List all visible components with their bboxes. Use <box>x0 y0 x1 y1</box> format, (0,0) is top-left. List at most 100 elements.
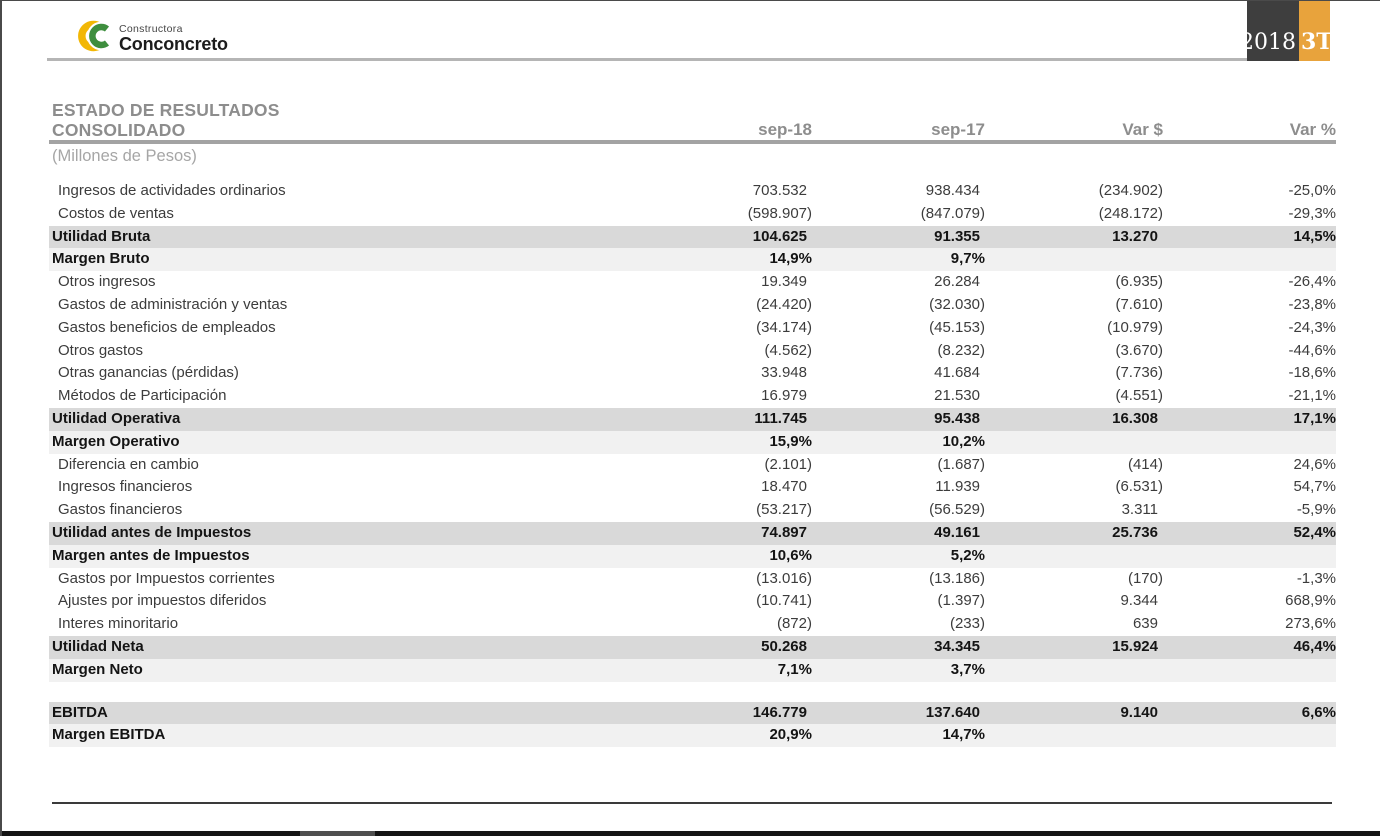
header-divider <box>47 58 1247 61</box>
row-label: Gastos por Impuestos corrientes <box>58 569 275 587</box>
row-value-var-percent: -44,6% <box>1288 341 1336 359</box>
row-value-sep-18: 111.745 <box>754 409 807 427</box>
row-label: Margen EBITDA <box>52 726 166 744</box>
table-row: Ingresos de actividades ordinarios 703.5… <box>49 180 1336 203</box>
row-value-sep-18: 50.268 <box>761 637 807 655</box>
table-row: Diferencia en cambio (2.101) (1.687) (41… <box>49 453 1336 477</box>
row-value-var-percent: 14,5% <box>1293 227 1336 245</box>
row-value-var-percent: 54,7% <box>1293 478 1336 496</box>
page-title: ESTADO DE RESULTADOS CONSOLIDADO <box>52 100 280 140</box>
year-badge: 2018 <box>1240 1 1299 61</box>
row-value-var-percent: 6,6% <box>1301 703 1336 721</box>
row-value-sep-17: (45.153) <box>929 318 985 336</box>
row-label: Otras ganancias (pérdidas) <box>58 364 239 382</box>
cc-monogram-icon <box>75 19 115 58</box>
row-label: Utilidad antes de Impuestos <box>52 523 252 541</box>
row-label: Margen antes de Impuestos <box>52 546 250 564</box>
table-row: Interes minoritario (872) (233) 639 273,… <box>49 613 1336 636</box>
table-row: Margen Operativo 15,9% 10,2% <box>49 430 1336 454</box>
row-value-sep-17: 11.939 <box>935 478 980 496</box>
row-value-sep-17: (56.529) <box>929 501 985 519</box>
row-value-sep-18: (872) <box>776 615 812 633</box>
table-row: Otros gastos (4.562) (8.232) (3.670) -44… <box>49 339 1336 363</box>
row-value-sep-17: 3,7% <box>950 660 985 678</box>
row-value-sep-18: 33.948 <box>761 364 807 382</box>
column-header-sep-18: sep-18 <box>758 120 812 139</box>
row-label: EBITDA <box>52 703 108 721</box>
table-row: Otras ganancias (pérdidas) 33.948 41.684… <box>49 362 1336 386</box>
table-row: Ingresos financieros 18.470 11.939 (6.53… <box>49 476 1336 500</box>
row-value-var-pesos: (6.935) <box>1115 273 1163 291</box>
column-header-var-percent: Var % <box>1289 120 1336 139</box>
row-value-var-pesos: (170) <box>1127 569 1163 587</box>
row-value-sep-18: 703.532 <box>752 182 807 199</box>
row-value-sep-18: (10.741) <box>756 592 812 610</box>
row-value-sep-17: 41.684 <box>934 364 980 382</box>
row-value-var-percent: -1,3% <box>1296 569 1336 587</box>
row-value-var-percent: -29,3% <box>1288 204 1336 222</box>
row-value-var-pesos: 16.308 <box>1112 409 1158 427</box>
row-value-var-percent: -26,4% <box>1288 273 1336 291</box>
row-value-var-percent: -24,3% <box>1288 318 1336 336</box>
row-value-sep-18: 14,9% <box>769 250 812 268</box>
row-label: Gastos de administración y ventas <box>58 295 288 313</box>
row-label: Gastos financieros <box>58 501 183 519</box>
logo-brand-text: Conconcreto <box>119 34 228 54</box>
table-row: Margen antes de Impuestos 10,6% 5,2% <box>49 544 1336 568</box>
row-label: Margen Bruto <box>52 250 150 268</box>
row-value-var-percent: 17,1% <box>1293 409 1336 427</box>
column-header-sep-17: sep-17 <box>931 120 985 139</box>
row-value-var-percent: 46,4% <box>1293 637 1336 655</box>
row-value-sep-17: 137.640 <box>925 703 980 721</box>
table-row: Margen EBITDA 20,9% 14,7% <box>49 724 1336 748</box>
row-value-sep-18: (13.016) <box>756 569 812 587</box>
row-value-var-pesos: 3.311 <box>1121 501 1158 519</box>
row-label: Diferencia en cambio <box>58 455 199 473</box>
row-value-sep-17: 5,2% <box>950 546 985 564</box>
row-label: Otros ingresos <box>58 273 156 291</box>
row-value-sep-17: (8.232) <box>937 341 985 359</box>
row-label: Utilidad Neta <box>52 637 144 655</box>
income-statement-table: Ingresos de actividades ordinarios 703.5… <box>49 180 1336 748</box>
page-title-line2: CONSOLIDADO <box>52 119 186 140</box>
row-value-sep-18: 104.625 <box>752 227 807 245</box>
table-row: Ajustes por impuestos diferidos (10.741)… <box>49 590 1336 614</box>
table-row: Utilidad Neta 50.268 34.345 15.924 46,4% <box>49 635 1336 659</box>
row-value-var-percent: 24,6% <box>1293 455 1336 473</box>
row-label: Utilidad Operativa <box>52 409 181 427</box>
row-value-var-percent: 273,6% <box>1285 615 1336 633</box>
table-row <box>49 681 1336 702</box>
row-value-var-pesos: 639 <box>1132 615 1158 633</box>
row-value-sep-18: 15,9% <box>769 432 812 450</box>
row-label: Otros gastos <box>58 341 144 359</box>
table-row: Otros ingresos 19.349 26.284 (6.935) -26… <box>49 271 1336 294</box>
row-value-sep-18: (24.420) <box>756 295 812 313</box>
row-value-var-percent: 668,9% <box>1285 592 1336 610</box>
row-label: Ingresos financieros <box>58 478 193 496</box>
row-value-sep-18: 7,1% <box>777 660 812 678</box>
row-value-sep-17: (1.687) <box>937 455 985 473</box>
row-value-sep-18: 74.897 <box>761 523 807 541</box>
table-row: Utilidad antes de Impuestos 74.897 49.16… <box>49 521 1336 545</box>
footer-rule <box>52 802 1332 804</box>
table-row: Gastos financieros (53.217) (56.529) 3.3… <box>49 499 1336 522</box>
row-value-var-pesos: (4.551) <box>1115 387 1163 405</box>
table-header-rule <box>49 140 1336 144</box>
table-row: EBITDA 146.779 137.640 9.140 6,6% <box>49 701 1336 725</box>
row-value-sep-17: 91.355 <box>934 227 980 245</box>
viewer-bottom-bar-segment <box>300 831 375 836</box>
row-value-var-pesos: (414) <box>1127 455 1163 473</box>
row-label: Ajustes por impuestos diferidos <box>58 592 267 610</box>
row-value-sep-17: 21.530 <box>934 387 980 405</box>
units-label: (Millones de Pesos) <box>52 147 197 165</box>
row-value-sep-18: (4.562) <box>764 341 812 359</box>
row-value-sep-17: (1.397) <box>937 592 985 610</box>
table-row: Costos de ventas (598.907) (847.079) (24… <box>49 202 1336 226</box>
row-value-sep-17: 14,7% <box>942 726 985 744</box>
row-value-var-pesos: (6.531) <box>1115 478 1163 496</box>
row-value-var-pesos: 25.736 <box>1112 523 1158 541</box>
row-value-var-pesos: 15.924 <box>1112 637 1158 655</box>
row-value-var-percent: -5,9% <box>1296 501 1336 519</box>
table-column-headers: sep-18 sep-17 Var $ Var % <box>49 117 1336 140</box>
